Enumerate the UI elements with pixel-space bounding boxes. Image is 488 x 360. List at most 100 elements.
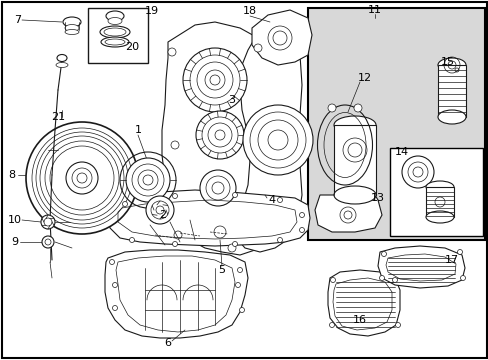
Polygon shape (327, 270, 399, 336)
Circle shape (264, 146, 271, 154)
Circle shape (379, 275, 384, 280)
Circle shape (243, 105, 312, 175)
Circle shape (209, 75, 220, 85)
Circle shape (41, 215, 55, 229)
Bar (307, 8, 484, 240)
Ellipse shape (333, 186, 375, 204)
Text: 13: 13 (370, 193, 384, 203)
Circle shape (381, 252, 386, 257)
Ellipse shape (425, 181, 453, 193)
Circle shape (299, 228, 304, 233)
Circle shape (239, 307, 244, 312)
Text: 4: 4 (268, 195, 275, 205)
Circle shape (237, 267, 242, 273)
Ellipse shape (425, 211, 453, 223)
Ellipse shape (437, 58, 465, 72)
Bar (88, 8, 148, 63)
Circle shape (42, 236, 54, 248)
Text: 21: 21 (51, 112, 65, 122)
Text: 15: 15 (440, 57, 454, 67)
Polygon shape (377, 246, 464, 288)
Circle shape (401, 156, 433, 188)
Bar (333, 125, 375, 195)
Ellipse shape (57, 54, 67, 62)
Circle shape (126, 158, 170, 202)
Circle shape (277, 238, 282, 243)
Circle shape (330, 278, 335, 283)
Circle shape (267, 26, 291, 50)
Text: 12: 12 (357, 73, 371, 83)
Text: 10: 10 (8, 215, 22, 225)
Circle shape (215, 130, 224, 140)
Text: 14: 14 (394, 147, 408, 157)
Circle shape (353, 104, 361, 112)
Polygon shape (314, 195, 381, 232)
Circle shape (174, 231, 182, 239)
Circle shape (146, 196, 174, 224)
Circle shape (327, 104, 335, 112)
Circle shape (172, 194, 177, 198)
Polygon shape (251, 10, 311, 65)
Text: 3: 3 (228, 95, 235, 105)
Ellipse shape (56, 63, 68, 68)
Circle shape (460, 275, 465, 280)
Ellipse shape (105, 39, 125, 45)
Circle shape (232, 193, 237, 198)
Text: 5: 5 (218, 265, 225, 275)
Circle shape (112, 306, 117, 310)
Polygon shape (105, 250, 247, 338)
Circle shape (26, 122, 138, 234)
Ellipse shape (106, 11, 124, 21)
Circle shape (232, 242, 237, 247)
Circle shape (109, 260, 114, 265)
Circle shape (457, 249, 462, 255)
Circle shape (171, 141, 179, 149)
Circle shape (395, 323, 400, 328)
Circle shape (235, 283, 240, 288)
Circle shape (299, 212, 304, 217)
Text: 9: 9 (11, 237, 19, 247)
Circle shape (196, 111, 244, 159)
Circle shape (329, 323, 334, 328)
Text: 11: 11 (367, 5, 381, 15)
Ellipse shape (333, 116, 375, 134)
Text: 20: 20 (124, 42, 139, 52)
Text: 16: 16 (352, 315, 366, 325)
Text: 18: 18 (243, 6, 257, 16)
Bar (437, 65, 465, 117)
Text: 17: 17 (444, 255, 458, 265)
Circle shape (112, 283, 117, 288)
Circle shape (66, 162, 98, 194)
Ellipse shape (65, 24, 79, 32)
Ellipse shape (65, 30, 79, 35)
Ellipse shape (108, 18, 122, 24)
Circle shape (339, 207, 355, 223)
Circle shape (227, 244, 236, 252)
Ellipse shape (104, 28, 126, 36)
Circle shape (129, 238, 134, 243)
Text: 19: 19 (144, 6, 159, 16)
Circle shape (342, 138, 366, 162)
Polygon shape (162, 22, 282, 255)
Ellipse shape (63, 17, 81, 27)
Ellipse shape (101, 37, 129, 47)
Circle shape (168, 48, 176, 56)
Text: 6: 6 (164, 338, 171, 348)
Text: 2: 2 (159, 210, 166, 220)
Text: 1: 1 (134, 125, 141, 135)
Bar (425, 187, 453, 217)
Circle shape (277, 198, 282, 202)
Polygon shape (108, 190, 309, 246)
Circle shape (253, 44, 262, 52)
Ellipse shape (100, 26, 130, 38)
Circle shape (183, 48, 246, 112)
Circle shape (214, 226, 225, 238)
Polygon shape (235, 28, 302, 252)
Circle shape (392, 278, 397, 283)
Circle shape (200, 170, 236, 206)
Ellipse shape (437, 110, 465, 124)
Text: 8: 8 (8, 170, 16, 180)
Circle shape (172, 242, 177, 247)
Text: 7: 7 (15, 15, 21, 25)
Circle shape (122, 202, 127, 207)
